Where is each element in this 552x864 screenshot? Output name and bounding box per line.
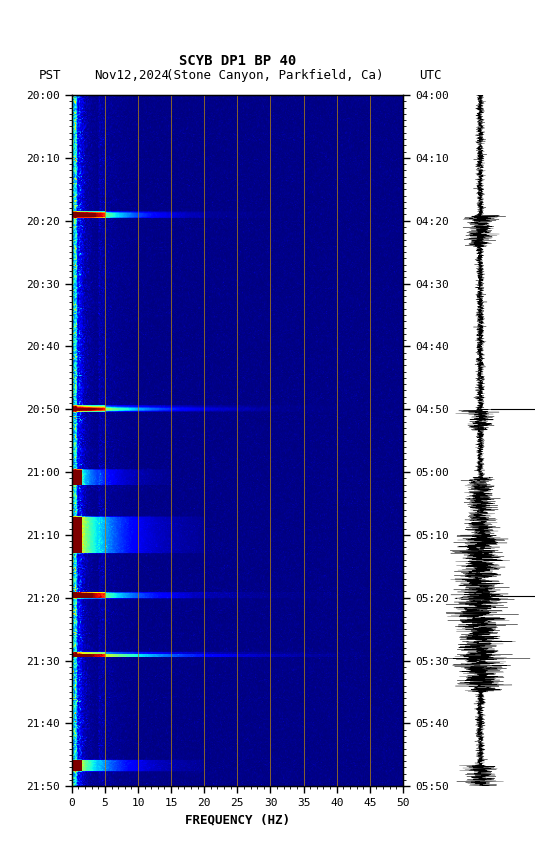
Text: UTC: UTC [420,69,442,82]
Text: Nov12,2024: Nov12,2024 [94,69,169,82]
Text: (Stone Canyon, Parkfield, Ca): (Stone Canyon, Parkfield, Ca) [166,69,383,82]
X-axis label: FREQUENCY (HZ): FREQUENCY (HZ) [185,814,290,827]
Text: PST: PST [39,69,61,82]
Text: SCYB DP1 BP 40: SCYB DP1 BP 40 [179,54,296,67]
